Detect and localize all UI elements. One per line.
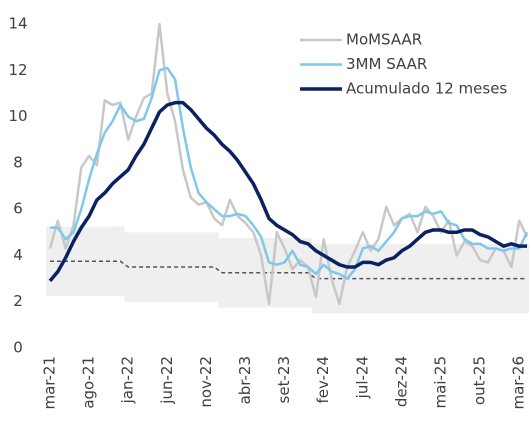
x-tick-label: out-25 — [471, 356, 489, 405]
target-band — [100, 226, 110, 296]
x-tick-label: mai-25 — [432, 356, 450, 408]
target-band — [108, 226, 117, 296]
x-tick-label: mar-21 — [41, 356, 59, 410]
y-tick-label: 8 — [13, 153, 23, 171]
target-band — [155, 232, 164, 302]
x-tick-label: jan-22 — [119, 356, 137, 404]
target-band — [311, 243, 321, 314]
target-band — [444, 243, 454, 314]
x-tick-label: mar-26 — [510, 356, 528, 410]
y-tick-label: 10 — [8, 107, 27, 125]
target-band — [319, 243, 329, 314]
target-band — [272, 238, 282, 308]
legend-label: Acumulado 12 meses — [346, 80, 507, 98]
x-tick-label: fev-24 — [314, 356, 332, 403]
target-band — [85, 226, 94, 296]
target-band — [139, 232, 149, 302]
target-band — [452, 243, 461, 314]
target-band — [265, 238, 274, 308]
y-tick-label: 2 — [13, 292, 23, 310]
target-band — [515, 243, 524, 314]
x-tick-label: ago-21 — [80, 356, 98, 409]
x-tick-label: abr-23 — [236, 356, 254, 404]
legend-label: 3MM SAAR — [346, 55, 427, 73]
x-tick-label: nov-22 — [197, 356, 215, 408]
x-tick-label: set-23 — [275, 356, 293, 403]
y-tick-label: 6 — [13, 200, 23, 218]
y-tick-label: 12 — [8, 61, 27, 79]
legend-label: MoMSAAR — [346, 31, 422, 49]
y-tick-label: 14 — [8, 15, 27, 33]
series-line — [50, 66, 529, 280]
target-band — [523, 243, 529, 314]
target-band — [366, 243, 375, 314]
target-band — [93, 226, 102, 296]
target-band — [382, 243, 391, 314]
target-band — [507, 243, 516, 314]
series-line — [48, 100, 528, 283]
y-tick-label: 4 — [13, 246, 23, 264]
target-band — [437, 243, 446, 314]
target-band — [257, 238, 266, 308]
x-tick-label: dez-24 — [392, 356, 410, 407]
target-band — [499, 243, 508, 314]
x-tick-label: jul-24 — [353, 356, 371, 399]
target-band — [374, 243, 383, 314]
target-band — [210, 232, 219, 302]
target-band — [429, 243, 438, 314]
target-band — [147, 232, 156, 302]
target-band — [202, 232, 211, 302]
y-tick-label: 0 — [13, 339, 23, 357]
x-tick-label: jun-22 — [158, 356, 176, 405]
target-band — [132, 232, 141, 302]
target-band — [249, 238, 258, 308]
